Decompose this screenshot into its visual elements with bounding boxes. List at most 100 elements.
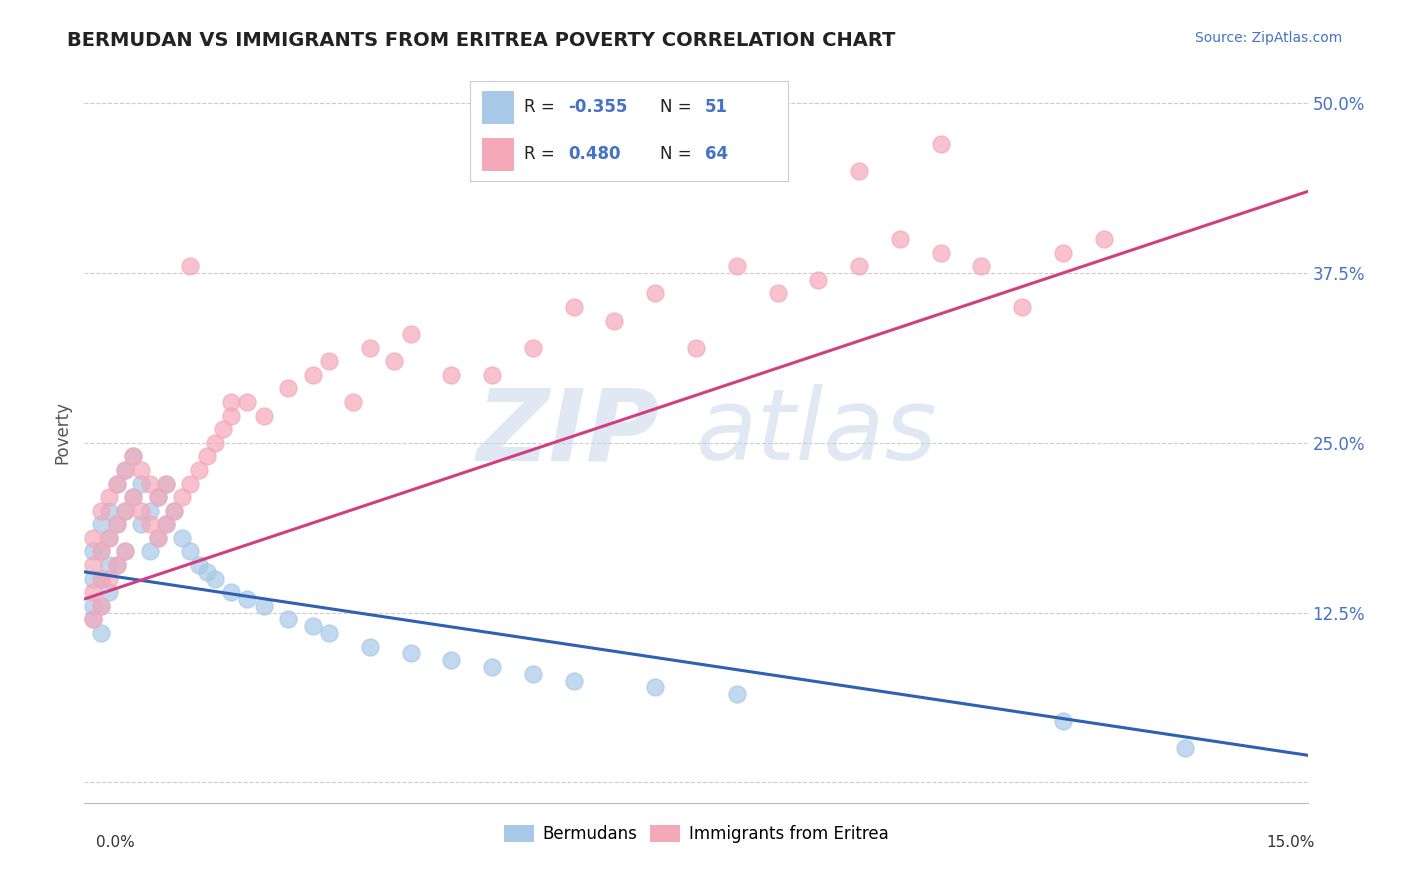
Point — [179, 259, 201, 273]
Point — [97, 490, 120, 504]
Point — [146, 490, 169, 504]
Point — [277, 382, 299, 396]
Text: Source: ZipAtlas.com: Source: ZipAtlas.com — [1195, 31, 1343, 45]
Point — [603, 313, 626, 327]
Point — [82, 612, 104, 626]
Point — [105, 476, 128, 491]
Point — [179, 476, 201, 491]
Point — [253, 409, 276, 423]
Point — [90, 517, 112, 532]
Point — [82, 558, 104, 572]
Point — [122, 450, 145, 464]
Point — [90, 504, 112, 518]
Point — [90, 572, 112, 586]
Point — [105, 517, 128, 532]
Point — [204, 435, 226, 450]
Point — [204, 572, 226, 586]
Point — [172, 490, 194, 504]
Point — [114, 504, 136, 518]
Point — [1092, 232, 1115, 246]
Point — [766, 286, 789, 301]
Point — [236, 395, 259, 409]
Point — [122, 490, 145, 504]
Point — [131, 476, 153, 491]
Point — [562, 300, 585, 314]
Point — [155, 476, 177, 491]
Point — [122, 490, 145, 504]
Point — [114, 463, 136, 477]
Point — [195, 565, 218, 579]
Point — [138, 504, 160, 518]
Point — [195, 450, 218, 464]
Point — [212, 422, 235, 436]
Point — [131, 504, 153, 518]
Point — [90, 544, 112, 558]
Point — [97, 531, 120, 545]
Point — [889, 232, 911, 246]
Point — [155, 517, 177, 532]
Point — [342, 395, 364, 409]
Point — [219, 585, 242, 599]
Point — [146, 531, 169, 545]
Point — [807, 273, 830, 287]
Point — [359, 640, 381, 654]
Point — [1011, 300, 1033, 314]
Point — [187, 463, 209, 477]
Point — [522, 666, 544, 681]
Point — [163, 504, 186, 518]
Point — [253, 599, 276, 613]
Point — [97, 504, 120, 518]
Text: ZIP: ZIP — [477, 384, 659, 481]
Point — [146, 490, 169, 504]
Point — [155, 476, 177, 491]
Point — [105, 558, 128, 572]
Point — [82, 599, 104, 613]
Point — [481, 660, 503, 674]
Point — [105, 517, 128, 532]
Point — [481, 368, 503, 382]
Point — [172, 531, 194, 545]
Point — [90, 599, 112, 613]
Point — [90, 599, 112, 613]
Point — [105, 476, 128, 491]
Point — [90, 572, 112, 586]
Point — [277, 612, 299, 626]
Point — [105, 558, 128, 572]
Point — [644, 681, 666, 695]
Point — [90, 626, 112, 640]
Point — [562, 673, 585, 688]
Point — [97, 558, 120, 572]
Point — [929, 245, 952, 260]
Point — [399, 327, 422, 342]
Point — [82, 612, 104, 626]
Point — [82, 531, 104, 545]
Point — [131, 517, 153, 532]
Point — [131, 463, 153, 477]
Point — [122, 450, 145, 464]
Point — [97, 585, 120, 599]
Point — [155, 517, 177, 532]
Point — [399, 646, 422, 660]
Point — [1052, 245, 1074, 260]
Point — [179, 544, 201, 558]
Point — [236, 592, 259, 607]
Point — [970, 259, 993, 273]
Point — [138, 476, 160, 491]
Point — [163, 504, 186, 518]
Point — [685, 341, 707, 355]
Text: atlas: atlas — [696, 384, 938, 481]
Point — [318, 354, 340, 368]
Text: 0.0%: 0.0% — [96, 836, 135, 850]
Point — [114, 504, 136, 518]
Point — [114, 463, 136, 477]
Point — [725, 687, 748, 701]
Point — [301, 619, 323, 633]
Point — [848, 164, 870, 178]
Legend: Bermudans, Immigrants from Eritrea: Bermudans, Immigrants from Eritrea — [496, 819, 896, 850]
Point — [90, 544, 112, 558]
Point — [725, 259, 748, 273]
Point — [848, 259, 870, 273]
Point — [114, 544, 136, 558]
Point — [359, 341, 381, 355]
Point — [440, 653, 463, 667]
